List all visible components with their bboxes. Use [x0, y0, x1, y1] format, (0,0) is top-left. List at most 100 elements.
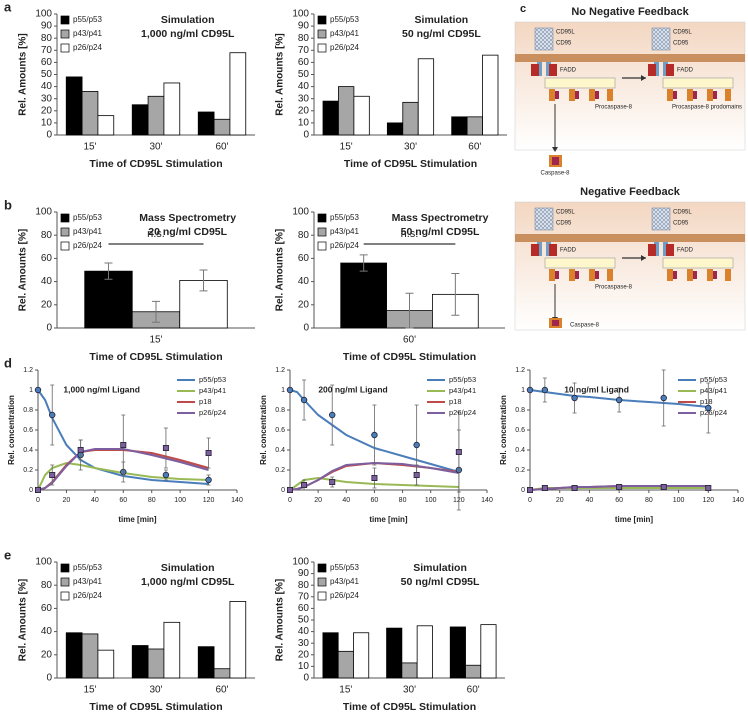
x-tick-label: 40 — [342, 497, 350, 504]
data-point — [705, 484, 712, 491]
legend-swatch — [60, 591, 70, 601]
x-axis-label: Time of CD95L Stimulation — [343, 701, 476, 713]
diagram-label: CD95 — [556, 41, 572, 47]
x-tick-label: 60' — [215, 685, 228, 696]
x-axis-label: Time of CD95L Stimulation — [89, 701, 222, 713]
x-tick-label: 15' — [340, 142, 353, 153]
x-axis-label: Time of CD95L Stimulation — [343, 351, 476, 363]
x-tick-label: 60' — [215, 142, 228, 153]
bar — [163, 82, 181, 136]
data-point — [300, 396, 308, 404]
y-tick-label: 90 — [298, 568, 310, 579]
y-tick-label: 100 — [35, 9, 52, 20]
bar — [340, 262, 387, 329]
data-point — [35, 486, 42, 493]
y-tick-label: 0.6 — [515, 427, 525, 434]
y-tick-label: 70 — [41, 45, 53, 56]
bar — [480, 624, 497, 679]
legend-label: p43/p41 — [700, 386, 727, 395]
chart-title: 200 ng/ml Ligand — [318, 384, 387, 394]
y-tick-label: 10 — [298, 118, 310, 129]
bar — [386, 122, 404, 136]
y-tick-label: 80 — [298, 33, 310, 44]
y-tick-label: 60 — [298, 603, 310, 614]
x-tick-label: 15' — [83, 142, 96, 153]
bar — [81, 633, 99, 679]
y-tick-label: 100 — [292, 207, 309, 218]
data-point — [286, 386, 294, 394]
y-axis-label: Rel. Amounts [%] — [275, 33, 286, 115]
error-bar — [152, 300, 160, 323]
data-point — [205, 449, 212, 456]
y-tick-label: 80 — [41, 33, 53, 44]
y-tick-label: 40 — [41, 276, 53, 287]
diagram-label: Procaspase-8 — [595, 285, 633, 291]
x-tick-label: 140 — [732, 497, 744, 504]
bar — [97, 115, 115, 136]
x-tick-label: 40 — [91, 497, 99, 504]
panel-letter: b — [4, 197, 12, 212]
bar — [213, 118, 231, 136]
y-axis-label: Rel. Amounts [%] — [18, 33, 29, 115]
legend-label: p26/p24 — [449, 408, 476, 417]
error-bar — [405, 292, 414, 329]
chart-title: 10 ng/ml Ligand — [564, 384, 629, 394]
bar — [402, 101, 419, 136]
y-tick-label: 0.4 — [23, 447, 33, 454]
chart-title: Simulation — [161, 14, 215, 26]
legend-swatch — [60, 29, 70, 39]
chart-title: Mass Spectrometry — [392, 212, 489, 224]
x-axis-label: time [min] — [615, 515, 654, 524]
bar — [416, 625, 433, 679]
x-tick-label: 60' — [467, 685, 480, 696]
y-tick-label: 80 — [298, 580, 310, 591]
y-axis-label: Rel. Amounts [%] — [18, 579, 29, 661]
data-point — [329, 411, 336, 419]
data-point — [34, 386, 42, 394]
data-point — [615, 396, 623, 404]
legend-swatch — [317, 213, 327, 223]
legend-label: p18 — [449, 397, 462, 406]
bar — [81, 91, 99, 136]
y-tick-label: 40 — [41, 81, 53, 92]
legend-label: p26/p24 — [700, 408, 727, 417]
data-point — [455, 448, 462, 455]
data-point — [527, 486, 534, 493]
chart-subtitle: 1,000 ng/ml CD95L — [141, 28, 235, 40]
y-tick-label: 1 — [521, 387, 525, 394]
chart-title: Mass Spectrometry — [139, 212, 236, 224]
legend-label: p43/p41 — [330, 577, 359, 586]
bar — [97, 649, 115, 679]
x-axis-label: time [min] — [369, 515, 408, 524]
diagram-label: Procaspase-8 — [595, 105, 633, 111]
x-tick-label: 0 — [528, 497, 532, 504]
y-tick-label: 90 — [298, 21, 310, 32]
y-axis-label: Rel. Amounts [%] — [275, 229, 286, 311]
y-tick-label: 0.8 — [515, 407, 525, 414]
diagram-section — [514, 21, 746, 167]
y-tick-label: 60 — [298, 57, 310, 68]
x-tick-label: 80 — [148, 497, 156, 504]
bar — [322, 632, 339, 679]
error-bar — [359, 254, 368, 272]
data-point — [329, 478, 336, 485]
y-tick-label: 0 — [281, 487, 285, 494]
chart-subtitle: 50 ng/ml CD95L — [401, 576, 480, 588]
bar — [466, 116, 483, 136]
data-point — [120, 441, 127, 448]
bar — [229, 52, 247, 136]
legend-label: p26/p24 — [330, 591, 359, 600]
y-tick-label: 20 — [298, 105, 310, 116]
line — [289, 476, 459, 491]
data-point — [286, 486, 293, 493]
chart-subtitle: 20 ng/ml CD95L — [148, 226, 227, 238]
bar — [449, 626, 466, 679]
y-tick-label: 100 — [292, 557, 309, 568]
y-tick-label: 0.2 — [515, 467, 525, 474]
y-tick-label: 0 — [303, 673, 309, 684]
y-tick-label: 40 — [298, 81, 310, 92]
legend-swatch — [60, 213, 70, 223]
y-tick-label: 0 — [303, 130, 309, 141]
data-point — [301, 481, 308, 488]
x-tick-label: 60 — [615, 497, 623, 504]
